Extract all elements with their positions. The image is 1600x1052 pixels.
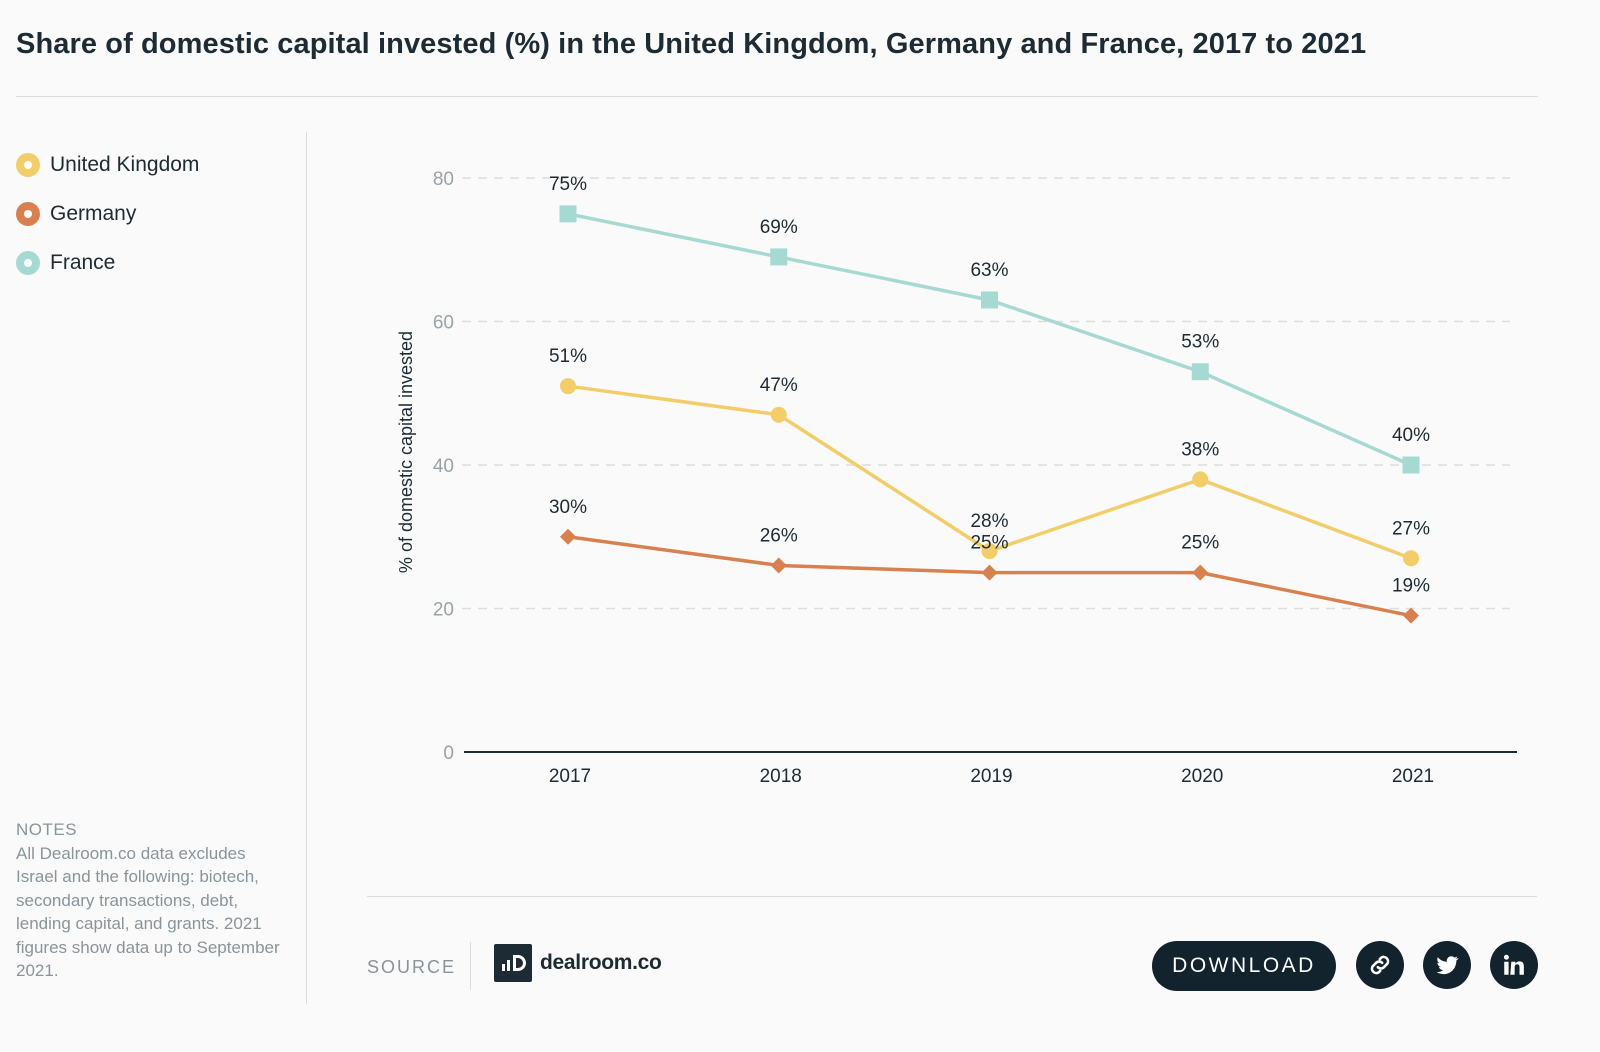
dealroom-logo[interactable]: dealroom.co <box>494 944 662 982</box>
y-tick-label: 40 <box>433 456 454 477</box>
y-tick-label: 80 <box>433 169 454 190</box>
legend-dot-germany <box>16 201 40 226</box>
y-tick-label: 0 <box>443 743 454 764</box>
series-line-france <box>567 212 1412 467</box>
data-label-france: 40% <box>1392 425 1430 446</box>
data-label-germany: 25% <box>970 533 1008 554</box>
legend-dot-france <box>16 250 40 275</box>
share-linkedin-button[interactable] <box>1490 941 1538 989</box>
legend-dot-united-kingdom <box>16 152 40 177</box>
y-tick-label: 20 <box>433 600 454 621</box>
legend-item-united-kingdom[interactable]: United Kingdom <box>16 140 199 189</box>
data-label-united-kingdom: 27% <box>1392 518 1430 539</box>
data-point-united-kingdom[interactable] <box>770 406 787 423</box>
data-label-france: 53% <box>1181 332 1219 353</box>
data-point-france[interactable] <box>981 291 998 309</box>
data-label-germany: 19% <box>1392 576 1430 597</box>
notes: NOTES All Dealroom.co data excludes Isra… <box>16 818 286 983</box>
download-button[interactable]: DOWNLOAD <box>1152 941 1336 991</box>
chart-title: Share of domestic capital invested (%) i… <box>16 28 1367 60</box>
copy-link-button[interactable] <box>1356 941 1404 989</box>
y-tick-label: 60 <box>433 313 454 334</box>
data-label-united-kingdom: 38% <box>1181 439 1219 460</box>
data-point-germany[interactable] <box>770 557 787 574</box>
data-point-france[interactable] <box>559 205 577 223</box>
dealroom-logo-icon <box>494 944 532 982</box>
notes-text: All Dealroom.co data excludes Israel and… <box>16 843 280 981</box>
data-label-france: 63% <box>970 260 1008 281</box>
data-label-france: 75% <box>549 174 587 195</box>
x-tick-label: 2018 <box>760 766 802 787</box>
notes-title: NOTES <box>16 820 78 839</box>
line-chart: 0 20 40 60 80 2017 2018 2019 2020 2021 51% 47% 28% 3… <box>396 169 1517 787</box>
data-point-united-kingdom[interactable] <box>981 543 998 560</box>
data-label-germany: 25% <box>1181 533 1219 554</box>
linkedin-icon <box>1503 954 1524 975</box>
legend-label: France <box>50 250 116 274</box>
share-twitter-button[interactable] <box>1423 941 1471 989</box>
data-point-germany[interactable] <box>981 564 998 581</box>
x-tick-label: 2020 <box>1181 766 1223 787</box>
data-point-germany[interactable] <box>1192 564 1209 581</box>
data-label-united-kingdom: 51% <box>549 346 587 367</box>
data-point-united-kingdom[interactable] <box>1403 550 1419 567</box>
data-label-united-kingdom: 47% <box>760 375 798 396</box>
data-label-germany: 26% <box>760 525 798 546</box>
footer-divider <box>367 896 1537 897</box>
y-axis-label: % of domestic capital invested <box>396 331 416 573</box>
legend-label: Germany <box>50 201 137 225</box>
data-label-united-kingdom: 28% <box>970 511 1008 532</box>
data-label-france: 69% <box>760 217 798 238</box>
x-tick-label: 2019 <box>970 766 1012 787</box>
data-point-germany[interactable] <box>560 528 576 545</box>
legend-label: United Kingdom <box>50 152 200 176</box>
data-point-france[interactable] <box>1402 456 1420 474</box>
x-tick-label: 2017 <box>549 766 591 787</box>
data-point-france[interactable] <box>770 248 788 266</box>
twitter-icon <box>1436 956 1459 975</box>
legend-item-germany[interactable]: Germany <box>16 189 199 238</box>
dealroom-logo-text: dealroom.co <box>540 951 662 974</box>
sidebar-divider <box>306 132 307 1004</box>
legend: United Kingdom Germany France <box>16 140 199 287</box>
title-divider <box>16 96 1538 97</box>
x-tick-label: 2021 <box>1392 766 1434 787</box>
data-point-united-kingdom[interactable] <box>560 378 576 395</box>
data-point-united-kingdom[interactable] <box>1192 471 1209 488</box>
source-label: SOURCE <box>367 957 457 977</box>
data-point-germany[interactable] <box>1403 607 1419 624</box>
link-icon <box>1370 955 1390 975</box>
data-label-germany: 30% <box>549 497 587 518</box>
source-separator <box>470 942 471 990</box>
data-point-france[interactable] <box>1191 363 1209 381</box>
legend-item-france[interactable]: France <box>16 238 199 287</box>
